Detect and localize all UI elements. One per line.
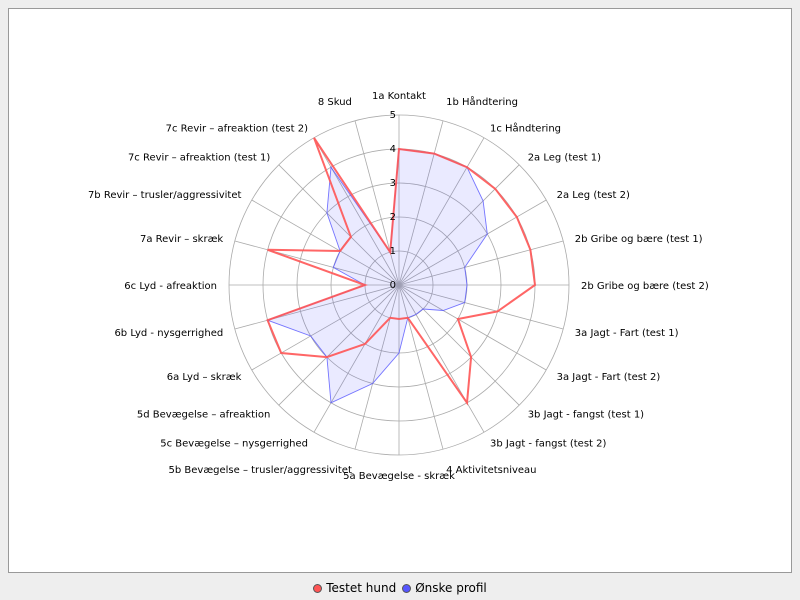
- axis-label-13: 5a Bevægelse - skræk: [343, 471, 455, 482]
- series-testet-hund: [266, 137, 537, 406]
- spoke-10: [398, 284, 520, 406]
- axis-label-12: 4 Aktivitetsniveau: [446, 465, 536, 476]
- spoke-22: [278, 164, 400, 286]
- tick-label-2: 2: [390, 212, 396, 223]
- spoke-15: [313, 284, 400, 433]
- axis-label-17: 6a Lyd – skræk: [167, 372, 242, 383]
- axis-label-9: 3a Jagt - Fart (test 2): [557, 372, 661, 383]
- axis-label-23: 7c Revir – afreaktion (test 2): [166, 123, 308, 134]
- axis-label-20: 7a Revir – skræk: [140, 234, 223, 245]
- spoke-9: [398, 284, 547, 371]
- legend-swatch-onske-profil: [402, 583, 412, 593]
- legend-item-onske-profil: Ønske profil: [402, 581, 487, 595]
- chart-panel: [8, 8, 792, 573]
- axis-label-8: 3a Jagt - Fart (test 1): [575, 328, 679, 339]
- axis-label-1: 1a Kontakt: [372, 91, 426, 102]
- spoke-24: [354, 120, 400, 286]
- axis-label-2: 1b Håndtering: [446, 95, 518, 108]
- axis-label-4: 2a Leg (test 1): [528, 152, 601, 163]
- axis-label-6: 2b Gribe og bære (test 1): [575, 234, 703, 245]
- axis-label-11: 3b Jagt - fangst (test 2): [490, 439, 606, 450]
- axis-label-16: 5d Bevægelse – afreaktion: [137, 410, 270, 421]
- axis-label-14: 5b Bevægelse – trusler/aggressivitet: [169, 465, 352, 476]
- legend-label-onske-profil: Ønske profil: [415, 581, 487, 595]
- spoke-11: [398, 284, 485, 433]
- spoke-2: [398, 120, 444, 286]
- axis-label-3: 1c Håndtering: [490, 121, 561, 134]
- legend: Testet hund Ønske profil: [0, 578, 800, 598]
- axis-label-7: 2b Gribe og bære (test 2): [581, 281, 709, 292]
- axis-label-22: 7c Revir – afreaktion (test 1): [128, 152, 270, 163]
- spoke-21: [251, 199, 400, 286]
- spoke-16: [278, 284, 400, 406]
- legend-item-testet-hund: Testet hund: [313, 581, 396, 595]
- axis-label-24: 8 Skud: [318, 97, 352, 108]
- spoke-6: [398, 240, 564, 286]
- axis-label-21: 7b Revir – trusler/aggressivitet: [88, 190, 242, 201]
- axis-label-18: 6b Lyd - nysgerrighed: [114, 328, 223, 339]
- spoke-23: [313, 137, 400, 286]
- axis-label-5: 2a Leg (test 2): [557, 190, 630, 201]
- tick-label-5: 5: [390, 110, 396, 121]
- spoke-8: [398, 284, 564, 330]
- spoke-18: [234, 284, 400, 330]
- spoke-20: [234, 240, 400, 286]
- tick-label-1: 1: [390, 246, 396, 257]
- spoke-4: [398, 164, 520, 286]
- axis-label-15: 5c Bevægelse – nysgerrighed: [160, 439, 308, 450]
- spoke-5: [398, 199, 547, 286]
- spoke-3: [398, 137, 485, 286]
- legend-label-testet-hund: Testet hund: [326, 581, 397, 595]
- spoke-17: [251, 284, 400, 371]
- spoke-14: [354, 284, 400, 450]
- tick-label-3: 3: [390, 178, 396, 189]
- spoke-12: [398, 284, 444, 450]
- axis-label-10: 3b Jagt - fangst (test 1): [528, 410, 644, 421]
- legend-swatch-testet-hund: [313, 583, 323, 593]
- tick-label-0: 0: [390, 280, 396, 291]
- tick-label-4: 4: [390, 144, 396, 155]
- axis-label-19: 6c Lyd - afreaktion: [124, 281, 217, 292]
